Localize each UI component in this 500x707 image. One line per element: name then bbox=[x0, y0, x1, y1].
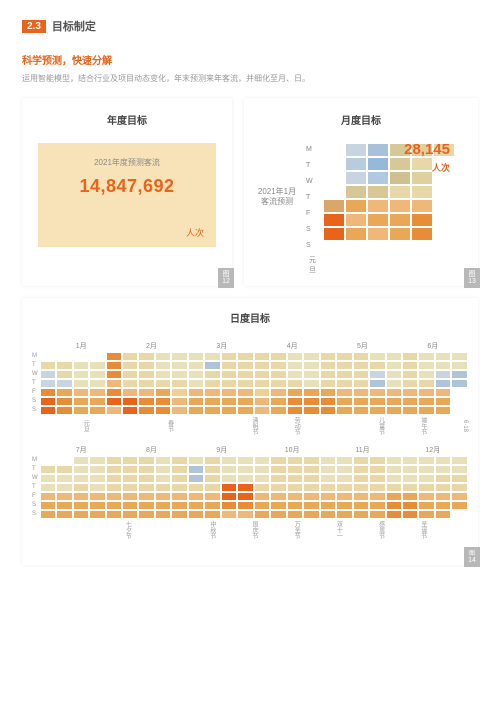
figure-tab-12: 图 12 bbox=[218, 268, 234, 288]
monthly-title: 月度目标 bbox=[254, 112, 468, 127]
section-number: 2.3 bbox=[22, 20, 46, 33]
figure-tab-14: 图14 bbox=[464, 547, 480, 567]
monthly-daylabels: MTWTFSS bbox=[306, 143, 313, 253]
subtitle: 科学预测，快速分解 bbox=[22, 52, 478, 67]
section-title: 目标制定 bbox=[52, 18, 96, 34]
daily-title: 日度目标 bbox=[32, 310, 468, 325]
monthly-label: 2021年1月 客流预测 bbox=[254, 187, 300, 208]
annual-title: 年度目标 bbox=[32, 112, 222, 127]
annual-box-title: 2021年度预测客流 bbox=[48, 157, 206, 168]
annual-box: 2021年度预测客流 14,847,692 人次 bbox=[38, 143, 216, 247]
daily-card: 日度目标 1月2月3月4月5月6月MTWTFSS元旦春节清明节劳动节儿童节端午节… bbox=[22, 298, 478, 565]
monthly-card: 月度目标 2021年1月 客流预测 MTWTFSS 元 旦 28,145人次 图… bbox=[244, 98, 478, 286]
daily-heatmap-h2: 7月8月9月10月11月12月MTWTFSS七夕节中秋节国庆节万圣节双十一感恩节… bbox=[32, 445, 468, 539]
figure-tab-13: 图 13 bbox=[464, 268, 480, 288]
daily-heatmap-h1: 1月2月3月4月5月6月MTWTFSS元旦春节清明节劳动节儿童节端午节6·18 bbox=[32, 341, 468, 435]
annual-value: 14,847,692 bbox=[48, 176, 206, 197]
annual-unit: 人次 bbox=[186, 226, 204, 239]
monthly-footer: 元 旦 bbox=[309, 255, 468, 275]
annual-card: 年度目标 2021年度预测客流 14,847,692 人次 图 12 bbox=[22, 98, 232, 286]
description: 运用智能模型，结合行业及项目动态变化，年末预测来年客流，并细化至月、日。 bbox=[22, 73, 478, 84]
section-header: 2.3 目标制定 bbox=[22, 18, 478, 34]
monthly-heatmap bbox=[323, 143, 455, 241]
